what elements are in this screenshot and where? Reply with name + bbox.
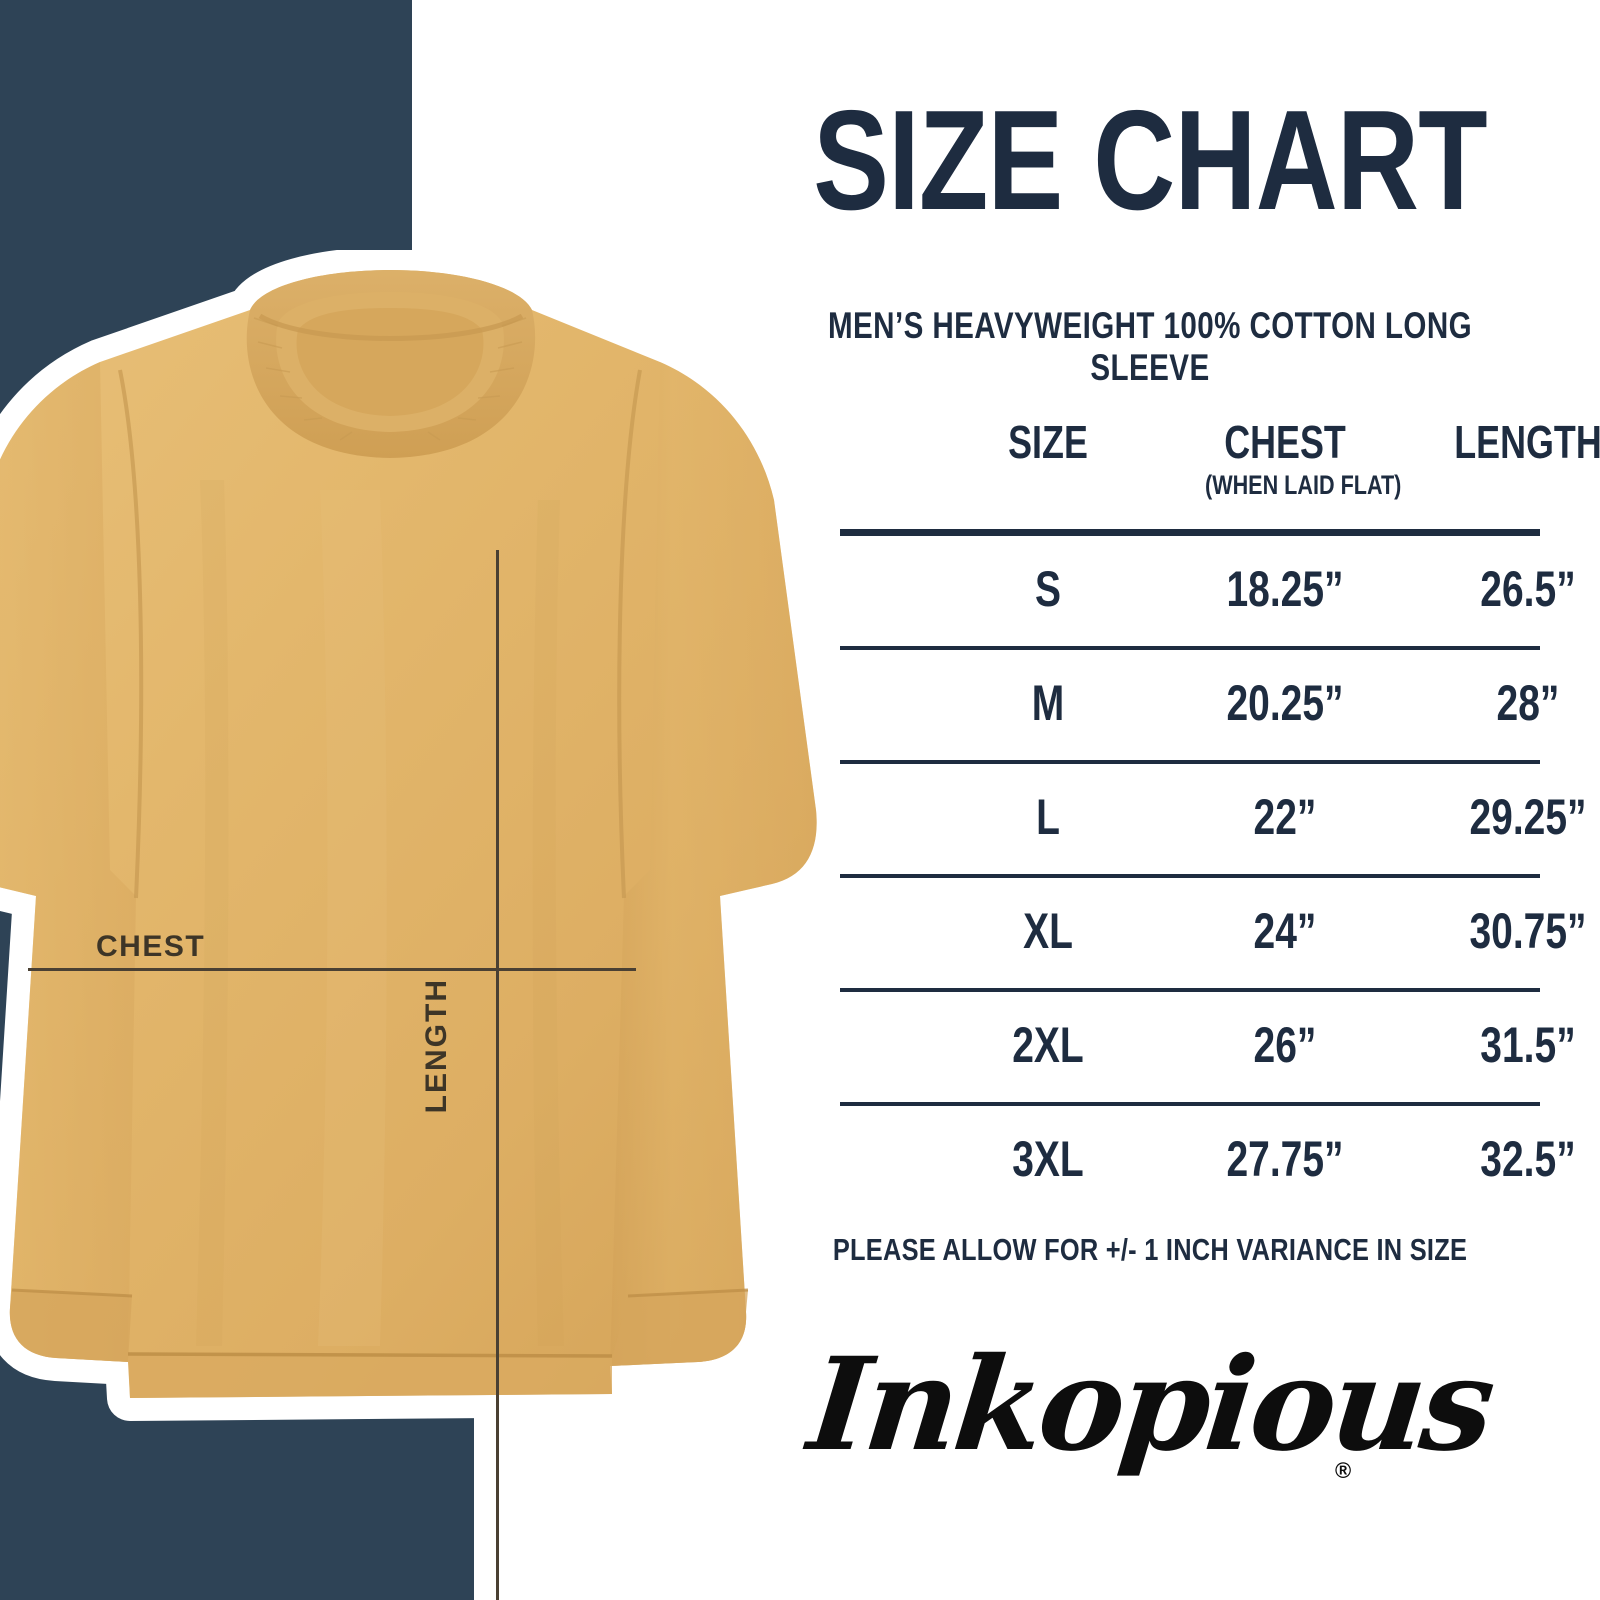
cell-size: 2XL xyxy=(1012,1017,1084,1073)
cell-chest: 27.75” xyxy=(1226,1131,1344,1187)
column-header-size: SIZE xyxy=(1008,416,1088,468)
column-header-length: LENGTH xyxy=(1454,416,1600,468)
cell-length: 31.5” xyxy=(1480,1017,1576,1073)
cell-chest: 22” xyxy=(1253,789,1317,845)
table-row: 2XL 26” 31.5” xyxy=(840,992,1575,1102)
cell-length: 28” xyxy=(1496,675,1560,731)
cell-chest: 26” xyxy=(1253,1017,1317,1073)
table-row-divider xyxy=(840,874,1540,878)
table-header-row: SIZE CHEST LENGTH (WHEN LAID FLAT) xyxy=(840,415,1600,525)
brand-wordmark: Inkopious xyxy=(802,1330,1498,1480)
cell-size: XL xyxy=(1023,903,1073,959)
cell-size: M xyxy=(1031,675,1065,731)
table-row-divider xyxy=(840,646,1540,650)
chest-label: CHEST xyxy=(96,930,206,963)
table-row: S 18.25” 26.5” xyxy=(840,536,1576,646)
variance-note: PLEASE ALLOW FOR +/- 1 INCH VARIANCE IN … xyxy=(832,1232,1468,1267)
table-row: M 20.25” 28” xyxy=(840,650,1560,760)
table-row: XL 24” 30.75” xyxy=(840,878,1586,988)
cell-size: S xyxy=(1034,561,1062,617)
cell-chest: 24” xyxy=(1253,903,1317,959)
length-measure-line xyxy=(496,550,499,1600)
column-header-chest: CHEST xyxy=(1224,416,1346,468)
shirt-image: CHEST LENGTH xyxy=(0,250,820,1600)
page-subtitle: MEN’S HEAVYWEIGHT 100% COTTON LONG SLEEV… xyxy=(827,305,1473,388)
brand-logo: Inkopious ® xyxy=(700,1330,1600,1540)
size-table: SIZE CHEST LENGTH (WHEN LAID FLAT) S 18.… xyxy=(840,415,1600,1216)
cell-length: 29.25” xyxy=(1469,789,1587,845)
cell-chest: 18.25” xyxy=(1226,561,1344,617)
column-header-chest-subtitle: (WHEN LAID FLAT) xyxy=(1205,470,1402,500)
table-row-divider xyxy=(840,988,1540,992)
cell-length: 32.5” xyxy=(1480,1131,1576,1187)
chest-measure-line xyxy=(28,968,636,971)
registered-trademark-icon: ® xyxy=(1335,1458,1352,1483)
table-row: L 22” 29.25” xyxy=(840,764,1586,874)
cell-size: 3XL xyxy=(1012,1131,1084,1187)
cell-chest: 20.25” xyxy=(1226,675,1344,731)
length-label: LENGTH xyxy=(420,978,453,1114)
table-header-rule xyxy=(840,529,1540,536)
chart-panel: SIZE CHART MEN’S HEAVYWEIGHT 100% COTTON… xyxy=(700,0,1600,1600)
table-row-divider xyxy=(840,760,1540,764)
cell-size: L xyxy=(1036,789,1060,845)
table-row-divider xyxy=(840,1102,1540,1106)
page-title: SIZE CHART xyxy=(813,81,1487,240)
table-row: 3XL 27.75” 32.5” xyxy=(840,1106,1575,1216)
cell-length: 26.5” xyxy=(1480,561,1576,617)
cell-length: 30.75” xyxy=(1469,903,1587,959)
